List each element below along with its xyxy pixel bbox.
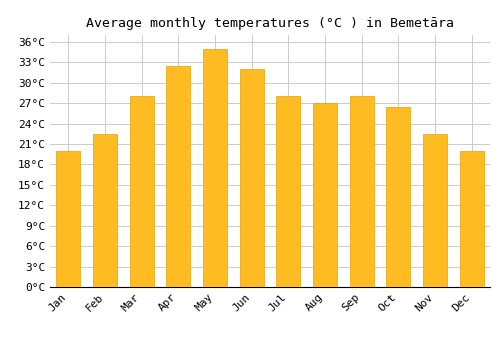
Bar [56, 151, 80, 287]
Title: Average monthly temperatures (°C ) in Bemetāra: Average monthly temperatures (°C ) in Be… [86, 17, 454, 30]
Bar [276, 96, 300, 287]
Bar [166, 66, 190, 287]
Bar [460, 151, 483, 287]
Bar [350, 96, 374, 287]
Bar [203, 49, 227, 287]
Bar [313, 103, 337, 287]
Bar [130, 96, 154, 287]
Bar [240, 69, 264, 287]
Bar [386, 106, 410, 287]
Bar [93, 134, 117, 287]
Bar [423, 134, 447, 287]
